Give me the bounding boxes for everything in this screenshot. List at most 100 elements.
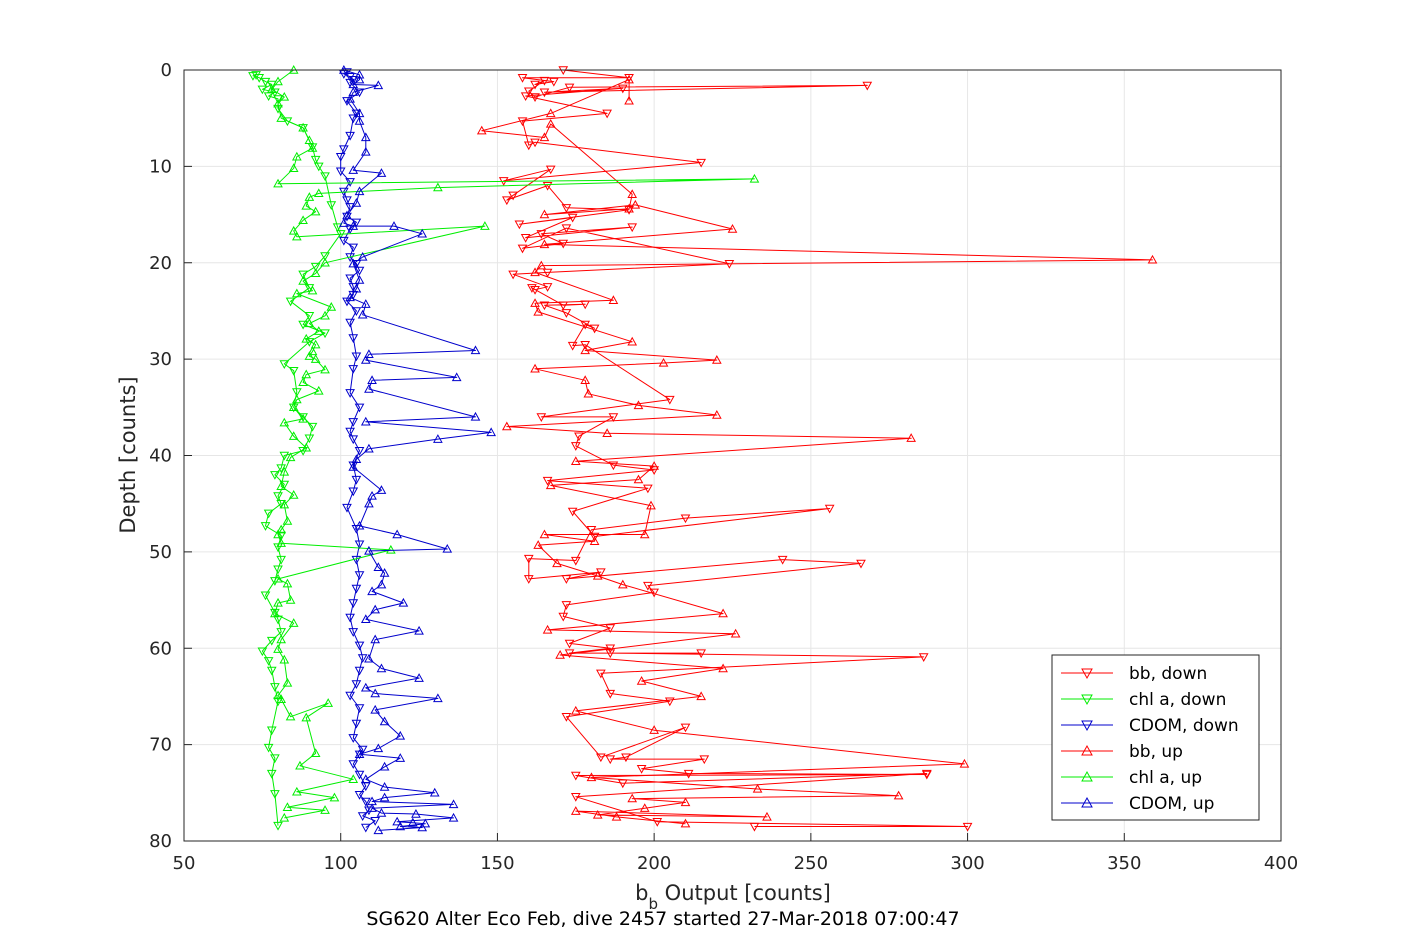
data-point-marker (288, 163, 299, 173)
series-line (340, 71, 376, 828)
data-point-marker (282, 516, 293, 525)
y-axis-label: Depth [counts] (116, 376, 140, 533)
data-point-marker (470, 345, 481, 355)
data-point-marker (354, 770, 365, 780)
data-point-marker (279, 654, 290, 664)
data-point-marker (727, 223, 738, 233)
data-point-marker (367, 490, 377, 500)
data-point-marker (273, 690, 283, 700)
data-point-marker (558, 239, 569, 249)
data-point-marker (570, 442, 581, 451)
legend-label: bb, down (1129, 664, 1207, 684)
data-point-marker (273, 597, 283, 607)
data-point-marker (523, 87, 534, 97)
y-tick-label: 60 (149, 638, 172, 659)
data-point-marker (310, 268, 321, 278)
data-point-marker (561, 601, 572, 610)
data-point-marker (636, 765, 647, 774)
data-point-marker (260, 591, 271, 601)
data-point-marker (364, 806, 374, 816)
data-point-marker (357, 745, 368, 755)
data-point-marker (345, 292, 355, 302)
data-point-marker (370, 817, 381, 826)
data-point-marker (273, 529, 283, 539)
data-point-marker (580, 345, 591, 355)
data-point-marker (542, 268, 553, 278)
data-point-marker (414, 625, 424, 635)
data-point-marker (364, 498, 374, 508)
data-point-marker (373, 80, 384, 90)
data-point-marker (304, 351, 315, 360)
legend-label: CDOM, down (1129, 716, 1239, 736)
data-point-marker (354, 540, 365, 550)
data-point-marker (364, 383, 374, 393)
legend-label: CDOM, up (1129, 794, 1214, 814)
data-point-marker (291, 786, 302, 796)
data-point-marker (608, 413, 619, 422)
data-point-marker (570, 771, 581, 781)
data-point-marker (338, 145, 349, 155)
data-point-marker (530, 93, 540, 103)
data-point-marker (298, 276, 308, 285)
data-point-marker (680, 818, 691, 828)
data-point-marker (357, 812, 368, 821)
data-point-marker (273, 178, 283, 188)
data-point-marker (539, 209, 550, 219)
data-point-marker (643, 581, 653, 591)
data-point-marker (279, 499, 290, 509)
data-point-marker (288, 366, 299, 376)
data-point-marker (1147, 254, 1158, 264)
data-point-marker (276, 628, 287, 637)
data-point-marker (627, 336, 638, 346)
x-tick-label: 250 (794, 853, 828, 874)
data-point-marker (542, 283, 553, 292)
data-point-marker (301, 442, 312, 452)
data-point-marker (266, 726, 277, 736)
data-point-marker (335, 167, 346, 177)
data-point-marker (345, 274, 355, 284)
data-point-marker (248, 72, 258, 81)
data-point-marker (348, 75, 359, 85)
data-point-marker (348, 87, 359, 96)
data-point-marker (539, 132, 550, 142)
data-point-marker (555, 649, 565, 659)
data-point-marker (379, 782, 390, 791)
series-4 (266, 64, 760, 822)
data-point-marker (862, 81, 873, 91)
data-point-marker (664, 697, 675, 707)
data-point-marker (276, 694, 287, 704)
data-point-marker (617, 579, 628, 589)
data-point-marker (295, 760, 305, 770)
data-point-marker (307, 143, 318, 152)
data-point-marker (605, 649, 616, 659)
data-point-marker (398, 597, 409, 607)
data-point-marker (561, 204, 572, 213)
data-point-marker (602, 109, 612, 119)
data-point-marker (320, 805, 330, 814)
data-point-marker (605, 689, 616, 699)
data-point-marker (429, 787, 440, 797)
series-line (481, 79, 1153, 825)
data-point-marker (545, 480, 556, 490)
data-point-marker (351, 260, 362, 269)
data-point-marker (304, 192, 315, 201)
data-point-marker (351, 218, 362, 228)
data-point-marker (338, 218, 349, 227)
data-point-marker (658, 357, 669, 367)
data-point-marker (304, 434, 315, 444)
data-point-marker (279, 360, 290, 369)
data-point-marker (301, 369, 312, 379)
data-point-marker (348, 774, 359, 784)
data-point-marker (291, 288, 302, 298)
data-point-marker (345, 613, 355, 623)
data-point-marker (348, 334, 359, 343)
data-point-marker (627, 793, 638, 803)
data-point-marker (567, 213, 578, 223)
x-tick-label: 200 (637, 853, 671, 874)
data-point-marker (360, 355, 371, 364)
data-point-marker (291, 151, 302, 161)
data-point-marker (345, 389, 355, 398)
data-point-marker (959, 758, 970, 768)
data-point-marker (407, 817, 418, 827)
data-point-marker (589, 532, 600, 542)
